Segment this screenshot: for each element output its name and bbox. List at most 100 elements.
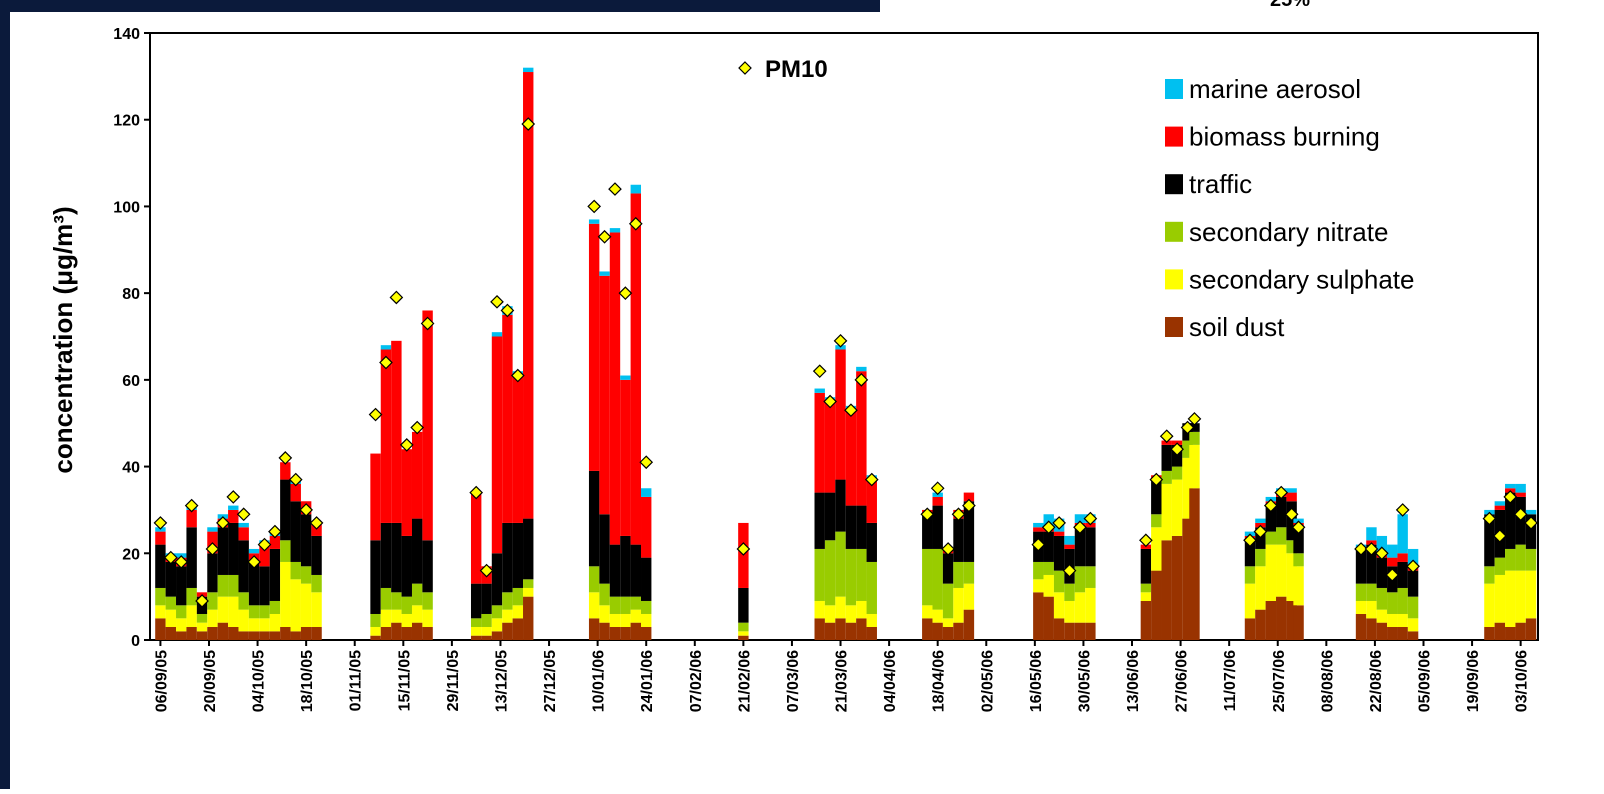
bar-segment [835,531,846,597]
bar-segment [1376,609,1388,623]
bar-segment [196,613,208,623]
bar-segment [1276,544,1287,597]
bar-segment [922,514,933,549]
bar-segment [311,535,322,575]
bar-segment [1515,483,1526,493]
y-tick-label: 100 [113,199,140,216]
bar-segment [311,592,322,627]
bar-segment [620,626,631,640]
pm10-marker [299,503,313,517]
bar-segment [1140,548,1152,584]
pm10-marker [1253,524,1268,539]
bar-segment [259,566,270,606]
bar-segment [1182,440,1193,458]
bar-segment [1255,518,1266,523]
bar-segment [1064,622,1075,640]
bar-segment [835,618,846,640]
legend-label: biomass burning [1189,122,1380,152]
bar-segment [470,626,482,636]
pm10-marker [1041,520,1056,535]
pm10-marker [184,498,199,513]
bar-segment [411,431,423,519]
bar-segment [512,618,524,640]
bar-segment [1505,492,1516,549]
bar-segment [1376,587,1388,610]
bar-segment [280,462,291,480]
bar-segment [1525,618,1537,640]
bar-segment [641,626,652,640]
bar-segment [866,613,877,627]
pm10-marker [823,394,837,409]
bar-segment [1244,566,1256,584]
pm10-marker [1354,542,1368,556]
bar-segment [1033,561,1044,580]
bar-segment [1293,566,1304,606]
bar-segment [1366,527,1377,541]
bar-segment [856,366,867,372]
bar-segment [165,596,177,610]
bar-segment [1074,566,1086,593]
x-tick-label: 07/03/06 [785,650,802,712]
bar-segment [1376,622,1388,640]
bar-segment [523,579,534,588]
x-tick-label: 05/09/06 [1416,650,1433,712]
bar-segment [814,392,825,493]
bar-segment [411,583,423,606]
pm10-marker [410,420,425,435]
bar-segment [1407,548,1419,567]
bar-segment [380,609,392,627]
pm10-marker [1062,563,1077,578]
bar-segment [491,631,503,640]
bar-segment [391,622,402,640]
pm10-marker [1385,568,1400,582]
bar-segment [641,557,652,601]
bar-segment [248,631,260,640]
pm10-marker [1073,520,1087,535]
bar-segment [259,631,270,640]
bar-segment [1189,488,1200,640]
bar-segment [1064,583,1075,601]
bar-segment [1515,492,1526,497]
x-tick-label: 04/04/06 [882,650,899,712]
pm10-marker [930,481,945,496]
bar-segment [523,596,534,640]
bar-segment [217,622,229,640]
bar-segment [422,310,433,541]
y-tick-label: 60 [122,373,140,390]
pm10-marker [1492,529,1507,543]
bar-segment [1387,626,1398,640]
bar-segment [1515,622,1526,640]
pm10-marker [479,563,494,578]
bar-segment [502,622,513,640]
legend-swatch [1165,317,1183,337]
bar-segment [1505,626,1516,640]
bar-segment [1064,544,1075,549]
bar-segment [1397,514,1408,554]
pm10-marker [941,542,955,556]
bar-segment [599,514,610,584]
bar-segment [1397,553,1408,562]
pm10-marker [163,550,178,565]
bar-segment [370,635,381,640]
bar-segment [411,605,423,623]
bar-segment [1484,566,1495,584]
bar-segment [280,479,291,541]
bar-segment [630,184,642,194]
bar-segment [481,583,492,614]
x-tick-label: 30/05/06 [1076,650,1093,712]
bar-segment [814,388,825,393]
x-tick-label: 01/11/05 [348,650,365,712]
bar-segment [609,596,621,614]
bar-segment [1286,488,1297,493]
pm10-marker [587,199,602,214]
bar-segment [155,531,166,545]
bar-segment [599,605,610,623]
bar-segment [186,587,197,606]
bar-segment [391,522,402,593]
bar-segment [1397,613,1408,627]
bar-segment [1525,548,1537,571]
bar-segment [1182,457,1193,519]
bar-segment [630,622,642,640]
bar-segment [186,626,197,640]
bar-segment [1293,527,1304,554]
